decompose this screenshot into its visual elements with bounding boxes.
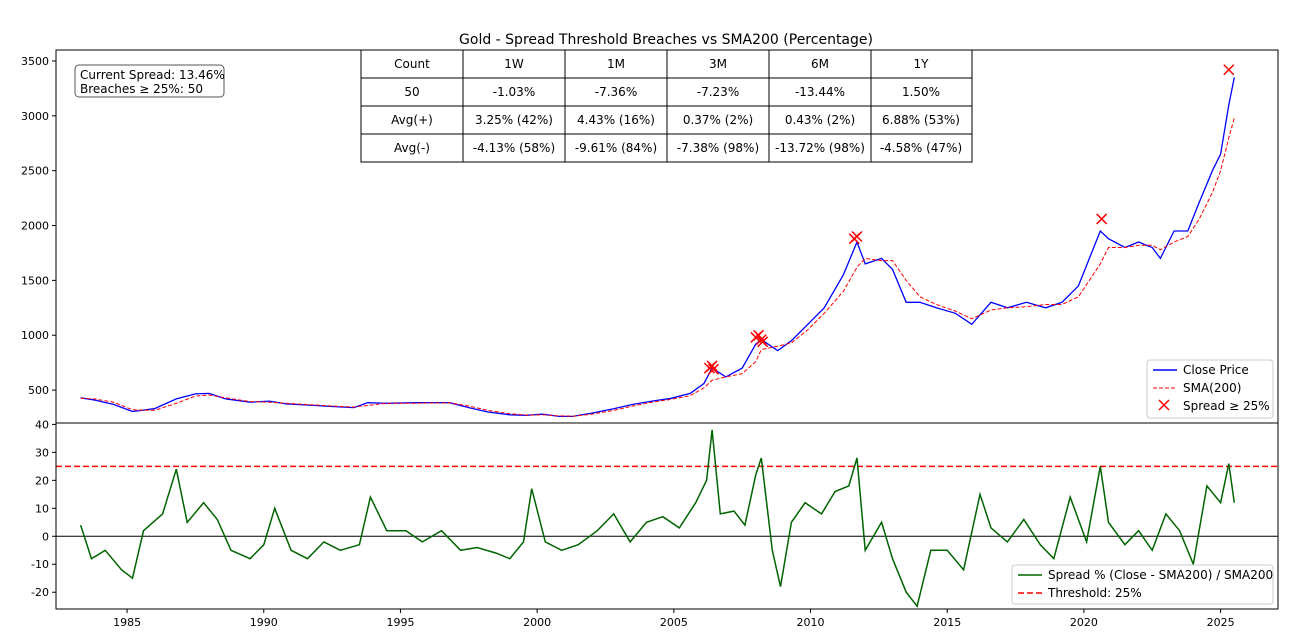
table-cell: 4.43% (16%) xyxy=(577,113,655,127)
price-y-tick-label: 500 xyxy=(28,384,49,397)
spread-y-axis: -20 -10 0 10 20 30 40 xyxy=(31,418,56,599)
table-cell: -4.13% (58%) xyxy=(473,141,555,155)
price-y-tick-label: 3500 xyxy=(21,55,49,68)
legend-threshold-label: Threshold: 25% xyxy=(1047,586,1142,600)
price-y-tick-label: 1000 xyxy=(21,329,49,342)
x-tick-label: 2015 xyxy=(933,616,961,629)
table-cell: -4.58% (47%) xyxy=(880,141,962,155)
info-box: Current Spread: 13.46% Breaches ≥ 25%: 5… xyxy=(74,64,225,98)
x-axis: 1985 1990 1995 2000 2005 2010 2015 2020 2025 xyxy=(113,609,1235,629)
table-cell: -9.61% (84%) xyxy=(575,141,657,155)
current-spread-text: Current Spread: 13.46% xyxy=(80,68,225,82)
table-cell: -7.38% (98%) xyxy=(677,141,759,155)
x-tick-label: 2000 xyxy=(523,616,551,629)
table-cell: -13.72% (98%) xyxy=(775,141,865,155)
spread-panel: -20 -10 0 10 20 30 40 1985 1990 1995 2000 2005 2010… xyxy=(31,418,1279,629)
sma200-line xyxy=(80,117,1235,417)
table-header-6m: 6M xyxy=(811,57,829,71)
legend-breach-label: Spread ≥ 25% xyxy=(1183,399,1270,413)
table-cell: 50 xyxy=(404,85,419,99)
price-y-tick-label: 1500 xyxy=(21,274,49,287)
table-cell: 0.43% (2%) xyxy=(785,113,855,127)
spread-y-tick-label: 40 xyxy=(35,418,49,431)
table-header-1y: 1Y xyxy=(914,57,930,71)
breach-marker xyxy=(707,363,720,375)
table-cell: 6.88% (53%) xyxy=(882,113,960,127)
table-cell: -7.36% xyxy=(595,85,637,99)
table-header-count: Count xyxy=(394,57,430,71)
x-tick-label: 2025 xyxy=(1207,616,1235,629)
table-header-1w: 1W xyxy=(504,57,524,71)
price-legend: Close Price SMA(200) Spread ≥ 25% xyxy=(1146,359,1274,419)
x-tick-label: 1990 xyxy=(250,616,278,629)
price-y-axis: 500 1000 1500 2000 2500 3000 3500 xyxy=(21,55,56,397)
x-tick-label: 2010 xyxy=(797,616,825,629)
price-y-tick-label: 3000 xyxy=(21,110,49,123)
x-tick-label: 2005 xyxy=(660,616,688,629)
spread-y-tick-label: 20 xyxy=(35,474,49,487)
breach-marker xyxy=(1223,64,1235,76)
breach-marker xyxy=(757,336,769,348)
price-panel: 500 1000 1500 2000 2500 3000 3500 Current Spre… xyxy=(21,49,1279,424)
breach-markers xyxy=(703,64,1235,375)
table-cell: -7.23% xyxy=(697,85,739,99)
spread-line xyxy=(79,429,1236,608)
table-cell: -1.03% xyxy=(493,85,535,99)
table-header-3m: 3M xyxy=(709,57,727,71)
table-cell: 3.25% (42%) xyxy=(475,113,553,127)
table-cell: 0.37% (2%) xyxy=(683,113,753,127)
breach-marker xyxy=(851,230,863,243)
legend-close-label: Close Price xyxy=(1183,363,1249,377)
legend-spread-label: Spread % (Close - SMA200) / SMA200 xyxy=(1048,568,1273,582)
table-header-1m: 1M xyxy=(607,57,625,71)
spread-y-tick-label: 0 xyxy=(42,530,49,543)
table-cell: Avg(+) xyxy=(391,113,433,127)
table-cell: -13.44% xyxy=(795,85,845,99)
table-cell: Avg(-) xyxy=(394,141,430,155)
spread-y-tick-label: -10 xyxy=(31,558,49,571)
x-tick-label: 1995 xyxy=(386,616,414,629)
spread-y-tick-label: 10 xyxy=(35,502,49,515)
breach-marker xyxy=(1096,213,1108,225)
price-y-tick-label: 2500 xyxy=(21,165,49,178)
stats-table: Count 1W 1M 3M 6M 1Y 50 -1.03% -7.36% -7… xyxy=(360,49,973,163)
spread-y-tick-label: -20 xyxy=(31,586,49,599)
x-tick-label: 1985 xyxy=(113,616,141,629)
x-tick-label: 2020 xyxy=(1070,616,1098,629)
spread-legend: Spread % (Close - SMA200) / SMA200 Thres… xyxy=(1011,564,1274,605)
table-cell: 1.50% xyxy=(902,85,940,99)
chart-title: Gold - Spread Threshold Breaches vs SMA2… xyxy=(459,32,873,48)
breach-marker xyxy=(706,360,718,372)
spread-y-tick-label: 30 xyxy=(35,446,49,459)
spread-axes-frame xyxy=(55,422,1279,610)
price-y-tick-label: 2000 xyxy=(21,220,49,233)
legend-breach-swatch xyxy=(1158,399,1170,411)
breaches-count-text: Breaches ≥ 25%: 50 xyxy=(80,82,203,96)
legend-sma-label: SMA(200) xyxy=(1183,381,1241,395)
